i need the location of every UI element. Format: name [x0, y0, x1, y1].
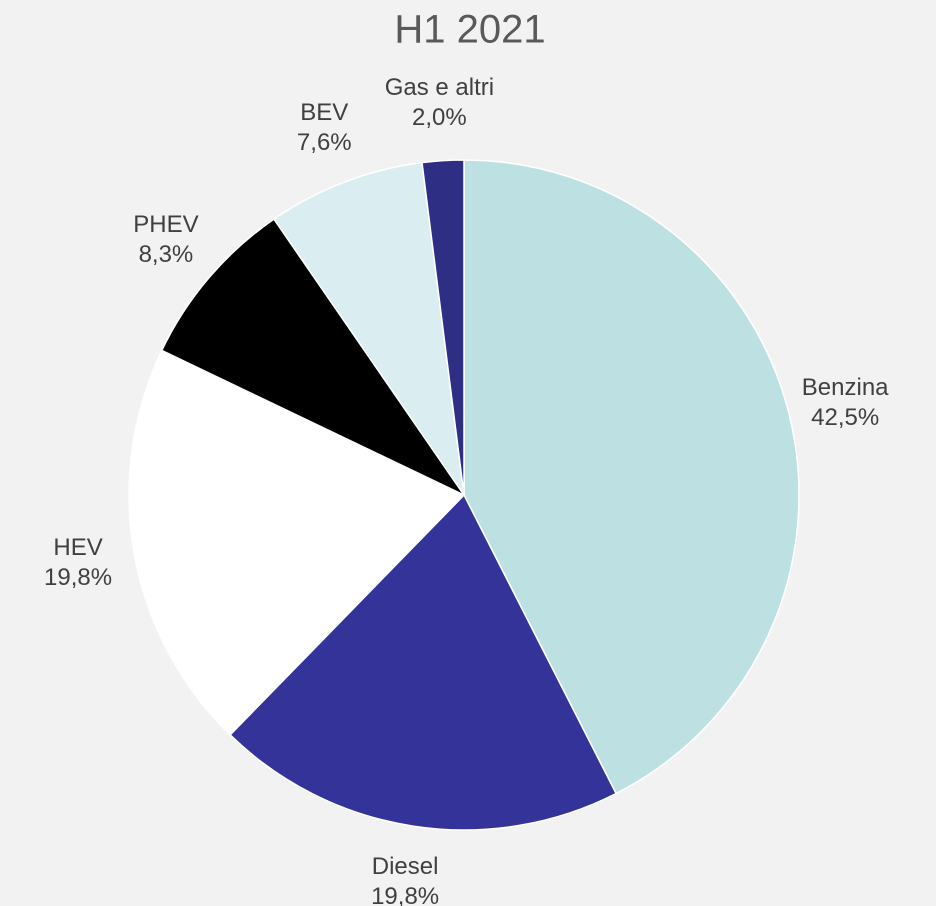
pie-slice [421, 159, 465, 496]
value-label: 19,8% [371, 883, 439, 906]
pie-slice [272, 161, 465, 496]
pie-slice [229, 493, 618, 831]
chart-title: H1 2021 [394, 8, 545, 52]
value-label: 19,8% [44, 564, 112, 591]
pie-slice [160, 218, 467, 497]
slice-label: Diesel [372, 853, 439, 880]
pie-slice [128, 349, 466, 736]
slice-label: Gas e altri [385, 74, 494, 101]
slice-label: HEV [53, 534, 102, 561]
slice-label: Benzina [802, 374, 889, 401]
slice-label: PHEV [133, 211, 198, 238]
value-label: 8,3% [139, 241, 194, 268]
value-label: 42,5% [811, 404, 879, 431]
slice-label: BEV [300, 99, 348, 126]
pie-slice [463, 159, 800, 795]
value-label: 2,0% [412, 104, 467, 131]
value-label: 7,6% [297, 129, 352, 156]
